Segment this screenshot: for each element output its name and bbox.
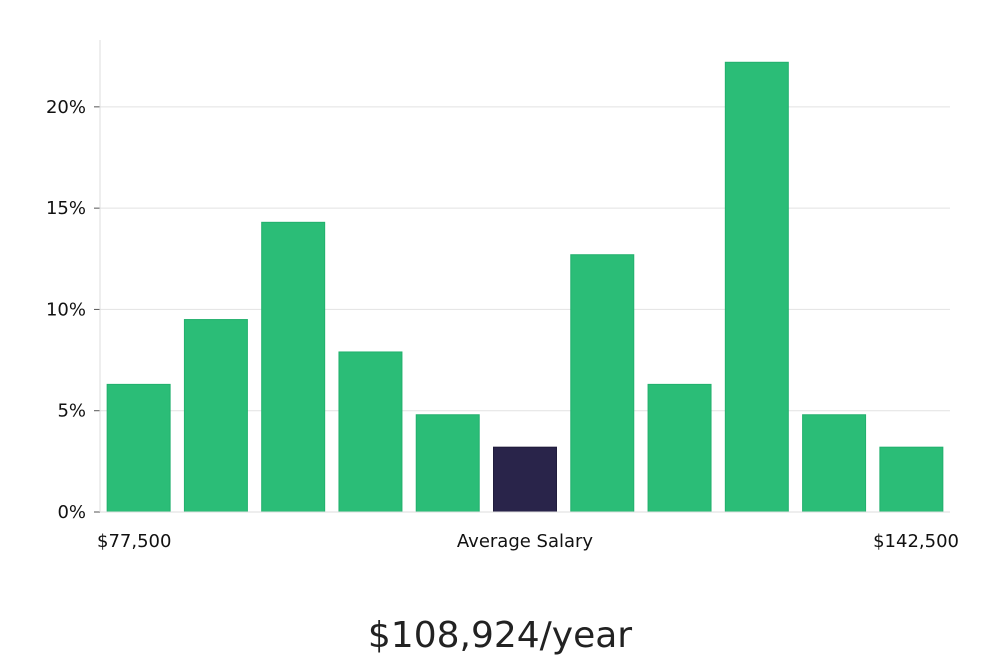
y-tick-label: 20% [46, 97, 86, 118]
y-tick-label: 5% [57, 401, 86, 422]
x-max-label: $142,500 [873, 531, 959, 552]
bars [106, 61, 944, 513]
bar [647, 383, 712, 513]
bar [338, 351, 403, 513]
x-min-label: $77,500 [97, 531, 171, 552]
bar [261, 221, 326, 513]
x-axis-title: Average Salary [457, 531, 594, 552]
average-salary-value: $108,924/year [368, 615, 632, 656]
y-tick-label: 15% [46, 198, 86, 219]
bar [570, 254, 635, 513]
y-tick-label: 10% [46, 299, 86, 320]
y-tick-label: 0% [57, 502, 86, 523]
bar [724, 61, 789, 513]
bar [802, 414, 867, 513]
bar [106, 383, 171, 513]
y-axis-ticks: 0% 5% 10% 15% 20% [46, 97, 100, 523]
bar [879, 446, 944, 513]
bar-average-salary [493, 446, 557, 513]
bar [415, 414, 480, 513]
bar [183, 319, 248, 513]
grid-lines [100, 106, 950, 412]
